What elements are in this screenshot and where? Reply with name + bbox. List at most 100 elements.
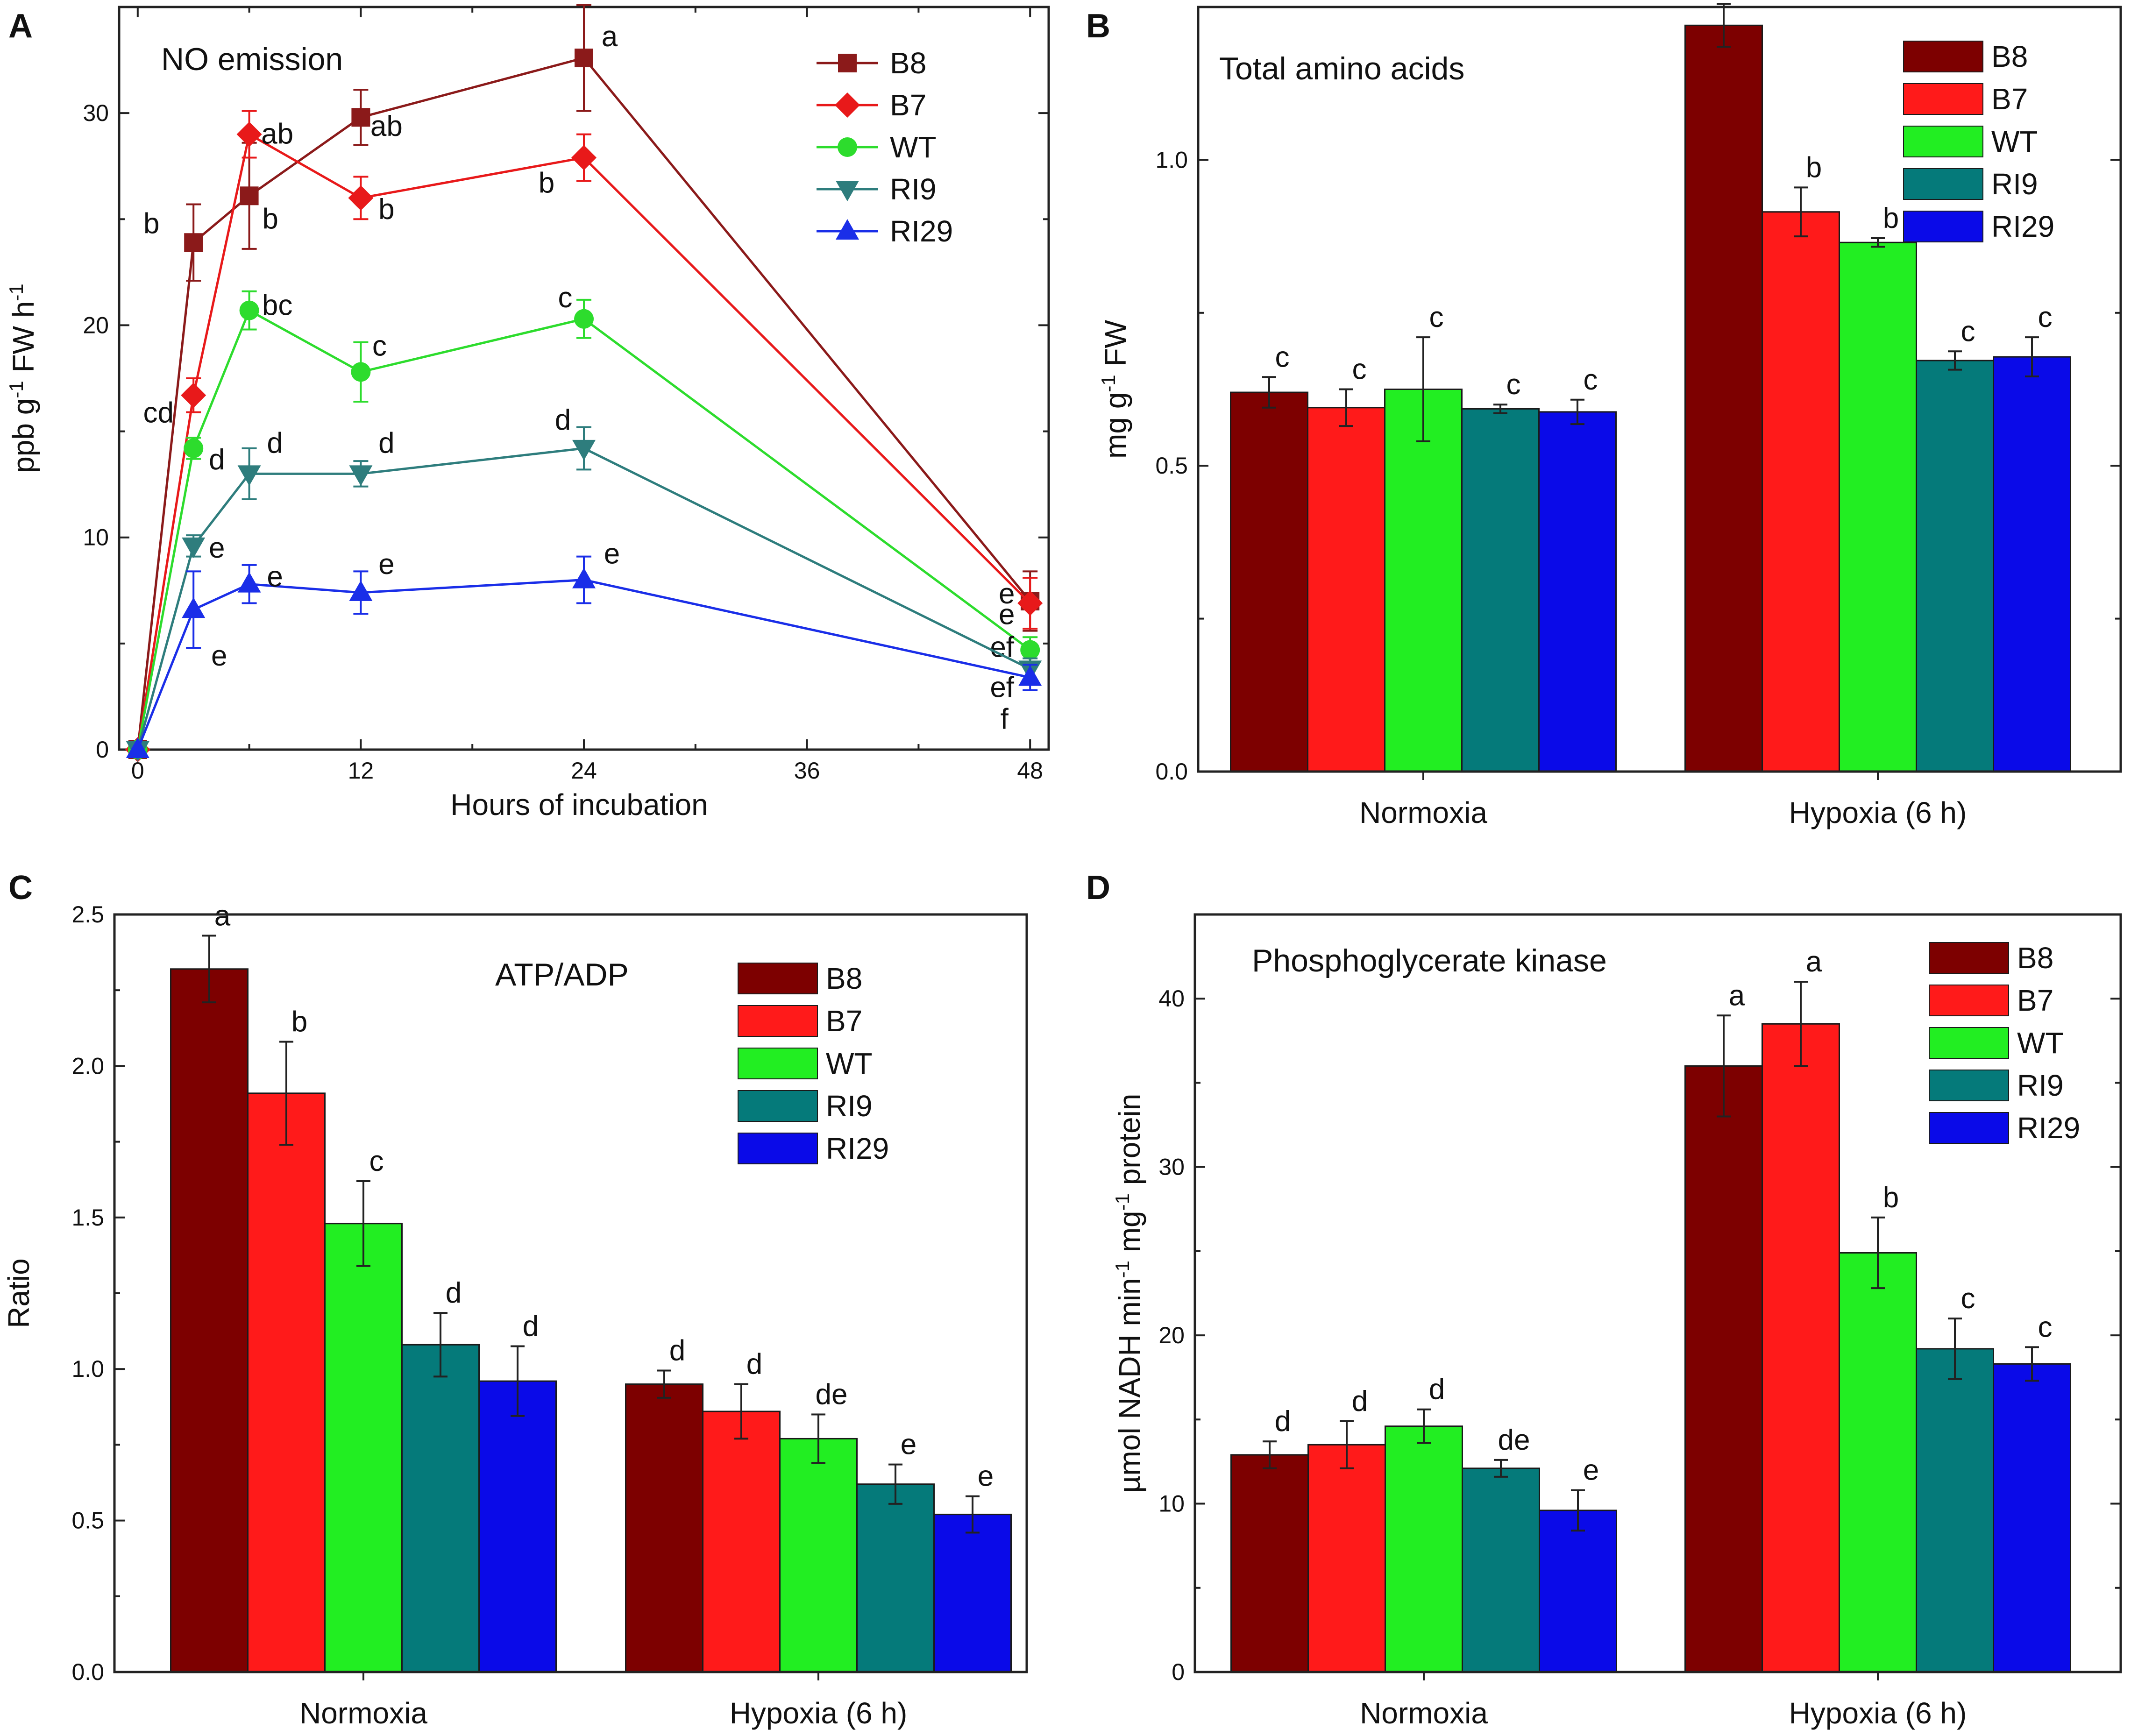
bar-WT [1384,389,1463,772]
significance-label: a [1729,979,1745,1012]
data-point-RI9 [182,537,206,558]
significance-label: d [746,1348,762,1381]
bar-B8 [170,968,249,1673]
bar-B8 [1230,391,1308,772]
legend-label: RI9 [826,1089,873,1123]
y-tick-label: 2.0 [71,1053,104,1079]
panel-title: Phosphoglycerate kinase [1252,943,1607,978]
data-point-WT [184,438,204,458]
significance-label: e [999,599,1015,631]
data-point-RI9 [237,465,261,486]
data-point-RI29 [126,737,149,758]
bar-WT [324,1223,403,1673]
y-axis-label-part: mg [1113,1211,1146,1261]
plot-frame [1193,913,2122,1673]
x-tick-label: 36 [794,758,820,784]
legend-swatch [738,1090,818,1122]
bar-B8 [1684,24,1763,772]
bar-RI9 [1462,1467,1540,1673]
x-category-label: Normoxia [299,1696,427,1730]
legend-swatch [1903,41,1983,72]
y-axis-label-part: µmol NADH min [1113,1278,1146,1493]
significance-label: c [558,282,573,314]
significance-label: c [1506,368,1521,401]
legend-swatch [738,963,818,994]
data-point-B7 [571,145,597,170]
data-point-WT [239,300,259,320]
significance-label: e [604,538,620,570]
bar-B7 [247,1092,326,1673]
significance-label: b [291,1006,307,1038]
panel-label: D [1086,869,1110,907]
plot-frame [1197,6,2122,773]
y-tick-label: 10 [83,524,109,551]
x-tick-label: 24 [571,758,597,784]
legend-label: WT [2017,1026,2064,1060]
panel-label: B [1086,7,1110,45]
y-tick-label: 40 [1158,985,1185,1012]
bar-RI29 [1993,1363,2071,1673]
significance-label: d [555,404,571,436]
bar-RI29 [478,1380,557,1673]
bar-WT [1385,1425,1463,1673]
data-point-RI29 [572,567,596,588]
legend-label: B7 [2017,984,2053,1017]
significance-label: bc [262,290,292,322]
x-category-label: Hypoxia (6 h) [1789,1696,1967,1730]
x-tick-label: 48 [1017,758,1043,784]
y-tick-label: 1.0 [1155,147,1188,173]
significance-label: d [267,427,283,459]
x-category-label: Normoxia [1359,796,1487,829]
y-axis-label-part: protein [1113,1094,1146,1193]
legend-swatch [738,1048,818,1079]
significance-label: a [214,900,231,932]
legend-swatch [1929,942,2009,974]
significance-label: c [372,330,387,362]
y-axis-label-part: Ratio [2,1258,36,1328]
bar-B7 [1762,211,1840,772]
x-axis-label: Hours of incubation [450,788,708,822]
significance-label: c [1961,1283,1975,1315]
significance-label: e [378,548,394,581]
data-point-WT [1020,640,1040,660]
panel-label: C [8,869,33,907]
y-tick-label: 20 [1158,1322,1185,1348]
significance-label: c [369,1145,384,1177]
legend-swatch [1929,1070,2009,1101]
legend: B8 B7 WT RI9 RI29 [1903,40,2054,243]
legend-label: RI29 [2017,1111,2080,1145]
significance-label: de [1498,1424,1530,1456]
bar-B8 [1230,1454,1309,1673]
significance-label: ab [261,118,293,150]
legend-marker [836,219,859,240]
y-tick-label: 30 [1158,1154,1185,1180]
legend-swatch [1903,211,1983,242]
y-tick-label: 30 [83,100,109,126]
significance-label: c [1275,341,1290,373]
legend: B8 B7 WT RI9 RI29 [817,46,953,248]
y-tick-label: 0.5 [71,1508,104,1534]
y-axis-label-part: FW [1099,319,1132,375]
bar-RI9 [856,1483,935,1673]
significance-label: e [211,640,227,672]
data-point-RI29 [1018,665,1042,686]
y-tick-label: 0 [1172,1659,1185,1685]
significance-label: f [1001,703,1009,736]
legend-marker [838,54,857,72]
significance-label: e [999,578,1015,610]
legend-label: WT [826,1047,873,1080]
data-point-WT [574,309,594,329]
legend-swatch [738,1133,818,1164]
significance-label: a [1806,946,1822,978]
significance-label: d [1352,1385,1368,1417]
significance-label: c [1961,315,1975,347]
y-tick-label: 10 [1158,1491,1185,1517]
y-axis-label: Ratio [2,1258,36,1328]
bar-WT [1839,241,1917,772]
y-axis-label-superscript: -1 [1097,375,1119,392]
x-category-label: Hypoxia (6 h) [730,1696,908,1730]
significance-label: cd [143,397,173,429]
y-tick-label: 20 [83,312,109,338]
